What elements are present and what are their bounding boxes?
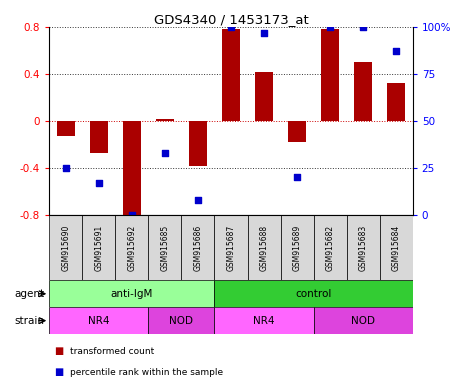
Bar	[314, 307, 413, 334]
Point	[260, 30, 268, 36]
Text: GSM915690: GSM915690	[61, 225, 70, 271]
Bar	[214, 215, 248, 280]
Point	[62, 165, 69, 171]
Bar	[321, 29, 339, 121]
Bar	[115, 215, 148, 280]
Bar	[148, 307, 214, 334]
Point	[194, 197, 202, 203]
Point	[326, 24, 334, 30]
Point	[95, 180, 103, 186]
Bar	[182, 215, 214, 280]
Text: transformed count: transformed count	[70, 347, 155, 356]
Bar	[82, 215, 115, 280]
Point	[359, 24, 367, 30]
Text: NR4: NR4	[88, 316, 110, 326]
Text: control: control	[295, 289, 332, 299]
Bar	[354, 62, 372, 121]
Bar	[347, 215, 380, 280]
Bar	[387, 83, 405, 121]
Title: GDS4340 / 1453173_at: GDS4340 / 1453173_at	[154, 13, 308, 26]
Text: GSM915682: GSM915682	[325, 225, 334, 271]
Bar	[123, 121, 141, 217]
Bar	[49, 307, 148, 334]
Text: ■: ■	[54, 367, 63, 377]
Bar	[156, 119, 174, 121]
Point	[227, 24, 234, 30]
Point	[161, 150, 169, 156]
Text: GSM915688: GSM915688	[259, 225, 269, 271]
Bar	[214, 307, 314, 334]
Text: percentile rank within the sample: percentile rank within the sample	[70, 368, 223, 377]
Bar	[288, 121, 306, 142]
Point	[293, 174, 301, 180]
Point	[393, 48, 400, 55]
Text: agent: agent	[15, 289, 45, 299]
Text: GSM915691: GSM915691	[94, 225, 103, 271]
Text: GSM915687: GSM915687	[227, 225, 235, 271]
Bar	[189, 121, 207, 166]
Text: NR4: NR4	[253, 316, 275, 326]
Bar	[57, 121, 75, 136]
Text: GSM915689: GSM915689	[293, 225, 302, 271]
Bar	[214, 280, 413, 307]
Text: strain: strain	[15, 316, 45, 326]
Bar	[148, 215, 182, 280]
Text: GSM915692: GSM915692	[128, 225, 136, 271]
Text: anti-IgM: anti-IgM	[111, 289, 153, 299]
Bar	[255, 71, 273, 121]
Text: GSM915685: GSM915685	[160, 225, 169, 271]
Text: ■: ■	[54, 346, 63, 356]
Bar	[380, 215, 413, 280]
Bar	[49, 280, 214, 307]
Bar	[280, 215, 314, 280]
Text: GSM915686: GSM915686	[193, 225, 203, 271]
Bar	[90, 121, 108, 153]
Bar	[314, 215, 347, 280]
Text: NOD: NOD	[351, 316, 375, 326]
Point	[128, 212, 136, 218]
Text: GSM915684: GSM915684	[392, 225, 401, 271]
Bar	[222, 29, 240, 121]
Text: NOD: NOD	[169, 316, 193, 326]
Text: GSM915683: GSM915683	[359, 225, 368, 271]
Bar	[248, 215, 280, 280]
Bar	[49, 215, 82, 280]
